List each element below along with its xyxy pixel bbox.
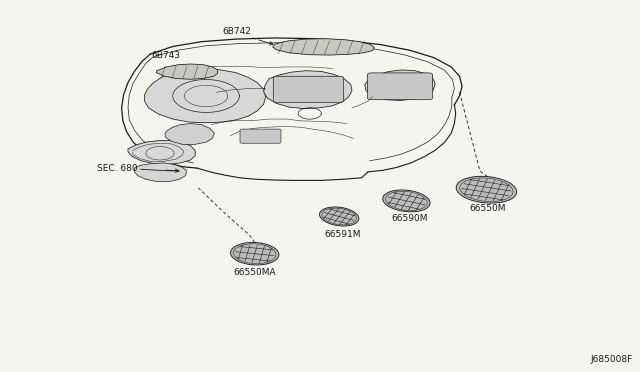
Polygon shape (264, 71, 352, 109)
FancyBboxPatch shape (240, 129, 281, 143)
Text: 66550MA: 66550MA (234, 268, 276, 277)
Polygon shape (145, 69, 266, 123)
Text: 66590M: 66590M (391, 214, 428, 223)
Polygon shape (134, 163, 187, 182)
Polygon shape (273, 39, 374, 55)
Polygon shape (383, 190, 430, 212)
Polygon shape (365, 70, 435, 100)
Polygon shape (234, 244, 276, 264)
Polygon shape (156, 64, 218, 79)
Polygon shape (322, 208, 356, 225)
Text: 6B743: 6B743 (152, 51, 180, 60)
Polygon shape (319, 207, 359, 226)
Polygon shape (385, 191, 428, 211)
Polygon shape (460, 178, 513, 202)
FancyBboxPatch shape (367, 73, 433, 100)
Text: J685008F: J685008F (590, 355, 632, 364)
Polygon shape (128, 141, 195, 164)
Polygon shape (230, 243, 279, 265)
FancyBboxPatch shape (273, 76, 344, 102)
Text: 6B742: 6B742 (222, 28, 251, 36)
Text: SEC. 680: SEC. 680 (97, 164, 138, 173)
Text: 66591M: 66591M (324, 230, 361, 239)
Polygon shape (165, 124, 214, 144)
Text: 66550M: 66550M (469, 204, 506, 213)
Polygon shape (456, 176, 516, 203)
